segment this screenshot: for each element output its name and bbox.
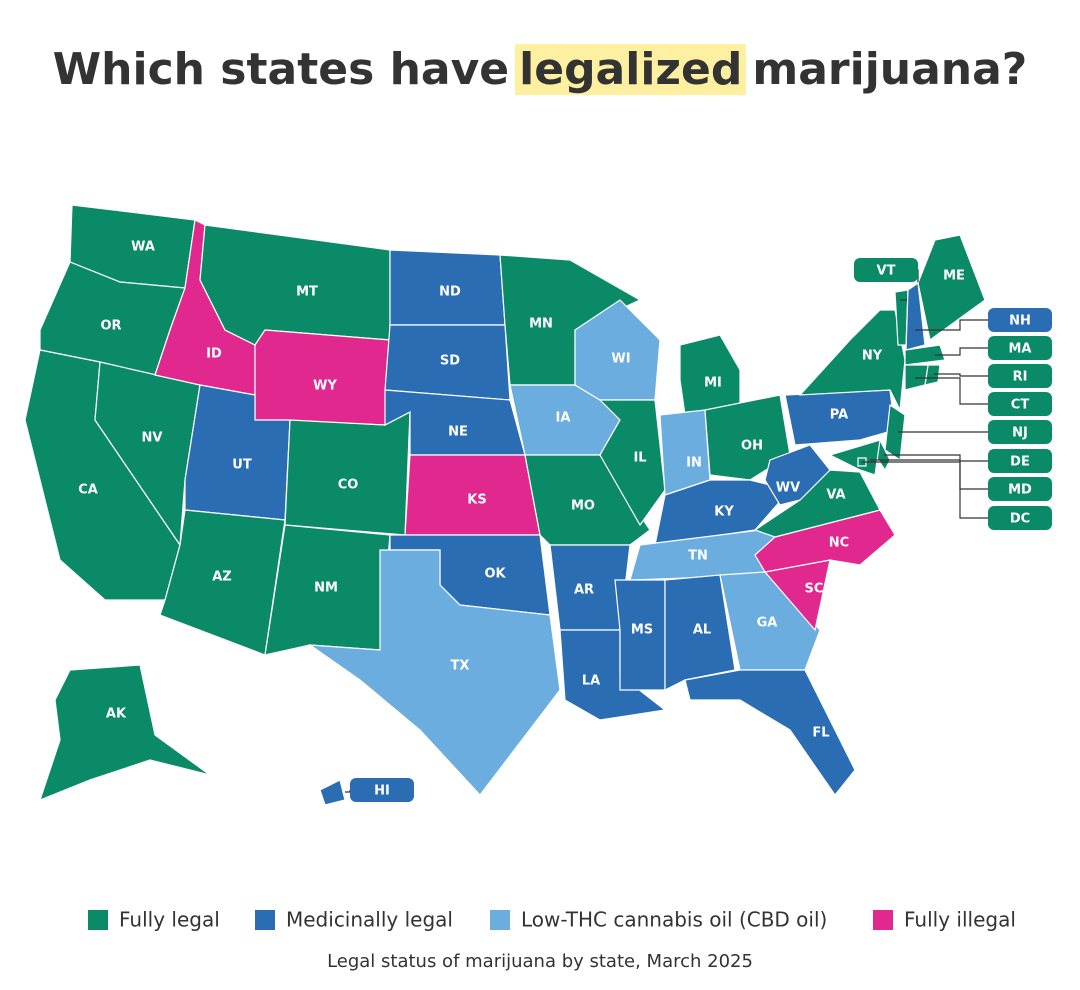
state-label: ID <box>206 347 222 362</box>
state <box>284 410 411 536</box>
state-label: MS <box>631 623 653 638</box>
state-label: MA <box>1009 342 1032 357</box>
state-label: ND <box>439 285 461 300</box>
state <box>39 664 211 802</box>
callout-line <box>935 347 988 356</box>
legend-label: Low-THC cannabis oil (CBD oil) <box>521 908 827 932</box>
state-label: ME <box>943 269 965 284</box>
state-label: DE <box>1010 455 1030 470</box>
callout-pill <box>988 506 1052 530</box>
state-label: SD <box>440 354 460 369</box>
state-label: PA <box>830 408 848 423</box>
state-label: FL <box>812 726 829 741</box>
state <box>159 509 286 656</box>
legend-label: Fully illegal <box>904 908 1016 932</box>
callout-line <box>915 319 988 331</box>
state-label: MD <box>1008 483 1032 498</box>
state-label: VA <box>826 488 845 503</box>
state-label: OH <box>741 439 763 454</box>
state-label: WV <box>776 481 800 496</box>
state-label: LA <box>582 674 600 689</box>
state <box>904 344 946 366</box>
callout-line <box>345 790 351 793</box>
state <box>307 549 561 796</box>
state-label: TX <box>451 659 470 674</box>
state-label: KY <box>714 505 734 520</box>
caption: Legal status of marijuana by state, Marc… <box>327 951 753 972</box>
callout-line <box>915 377 988 405</box>
state <box>917 234 986 342</box>
callout-pill <box>854 258 918 282</box>
title: Which states have legalized marijuana? <box>0 44 1080 95</box>
state <box>598 399 666 527</box>
callout-pill <box>988 392 1052 416</box>
state-label: NE <box>448 425 468 440</box>
state-label: IA <box>556 411 571 426</box>
state-label: WI <box>611 352 630 367</box>
callout-pill <box>988 449 1052 473</box>
title-highlight: legalized <box>515 44 747 95</box>
state-label: UT <box>232 458 252 473</box>
state-label: OK <box>484 567 506 582</box>
callout-line <box>884 454 988 462</box>
state-label: HI <box>374 784 390 799</box>
state-label: SC <box>805 582 824 597</box>
state <box>199 224 391 346</box>
state-label: MT <box>296 285 318 300</box>
state <box>828 439 881 476</box>
state-label: MO <box>571 499 595 514</box>
state-label: IL <box>633 451 646 466</box>
state-label: NC <box>829 536 849 551</box>
state-label: MI <box>704 376 722 391</box>
callout-line <box>934 373 988 377</box>
state-label: NJ <box>1012 426 1028 441</box>
state <box>319 779 346 806</box>
title-part: Which states have <box>52 44 510 95</box>
state-label: WY <box>313 379 337 394</box>
state <box>719 571 821 671</box>
state-label: NY <box>862 349 883 364</box>
state-label: NM <box>314 581 338 596</box>
state <box>614 579 666 691</box>
state-label: AK <box>106 707 127 722</box>
state <box>764 444 831 506</box>
state-label: AR <box>574 583 594 598</box>
legend-label: Medicinally legal <box>286 908 453 932</box>
title-part: marijuana? <box>752 44 1028 95</box>
callout-pill <box>350 778 414 802</box>
state-label: TN <box>688 549 708 564</box>
state-label: CO <box>338 478 359 493</box>
callout-pill <box>988 477 1052 501</box>
state-label: CA <box>78 483 98 498</box>
legend-swatch <box>490 910 510 930</box>
state-label: IN <box>686 456 702 471</box>
state-label: DC <box>1010 512 1030 527</box>
state <box>254 329 391 426</box>
state-label: RI <box>1013 370 1028 385</box>
callout-line <box>862 461 988 519</box>
state-label: NV <box>142 431 163 446</box>
callout-pill <box>988 336 1052 360</box>
state-label: VT <box>877 264 896 279</box>
state-label: CT <box>1011 398 1030 413</box>
state-label: GA <box>757 616 778 631</box>
state-label: MN <box>529 317 553 332</box>
legend-swatch <box>255 910 275 930</box>
legend-swatch <box>873 910 893 930</box>
callout-pill <box>988 308 1052 332</box>
state-label: KS <box>467 493 486 508</box>
legend-label: Fully legal <box>119 908 220 932</box>
callout-pill <box>988 364 1052 388</box>
state-label: AL <box>693 623 711 638</box>
legend-swatch <box>88 910 108 930</box>
state-label: AZ <box>212 570 232 585</box>
callout-pill <box>988 420 1052 444</box>
state <box>905 281 926 351</box>
state-label: NH <box>1009 314 1031 329</box>
state-label: WA <box>131 240 155 255</box>
state-label: OR <box>100 319 121 334</box>
state <box>684 669 856 797</box>
